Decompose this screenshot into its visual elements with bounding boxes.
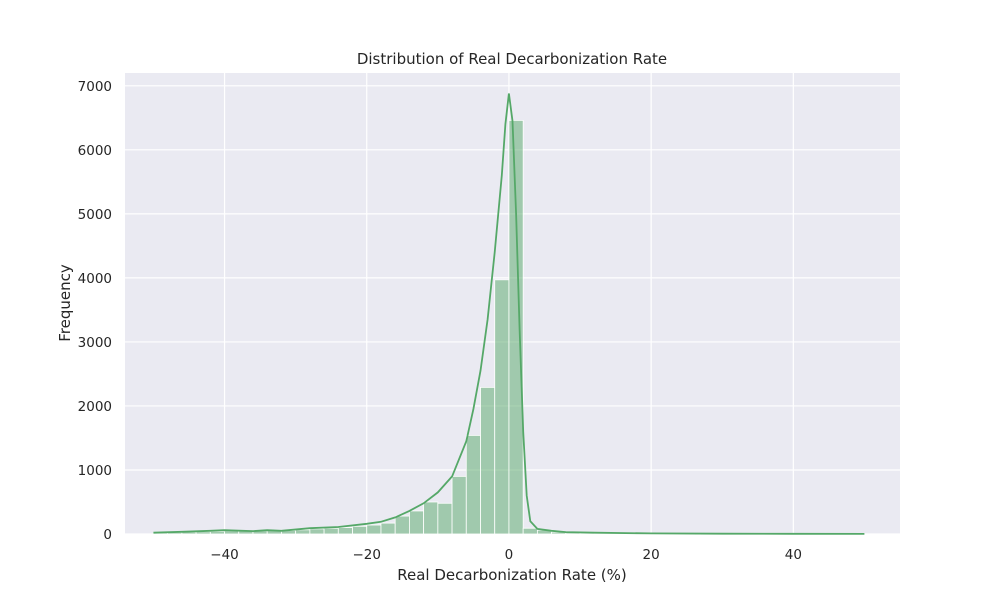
y-tick-label: 3000 — [78, 335, 112, 351]
x-tick-label: 0 — [505, 547, 514, 563]
histogram-bar — [380, 522, 396, 535]
y-tick-label: 2000 — [78, 399, 112, 415]
x-tick-label: −40 — [210, 547, 239, 563]
histogram-bar — [295, 529, 311, 535]
histogram-bar — [494, 279, 510, 535]
x-axis-ticks: −40 −20 0 20 40 — [210, 547, 802, 563]
x-tick-label: −20 — [352, 547, 381, 563]
histogram-bar — [423, 501, 439, 535]
histogram-bar — [437, 502, 453, 535]
x-tick-label: 40 — [785, 547, 802, 563]
y-tick-label: 0 — [103, 527, 112, 543]
y-axis-label: Frequency — [56, 264, 74, 342]
histogram-bar — [366, 524, 382, 535]
histogram-bar — [352, 525, 368, 535]
histogram-bar — [394, 515, 410, 535]
y-tick-label: 5000 — [78, 207, 112, 223]
x-tick-label: 20 — [643, 547, 660, 563]
histogram-bar — [309, 528, 325, 535]
y-tick-label: 1000 — [78, 463, 112, 479]
x-axis-label: Real Decarbonization Rate (%) — [397, 566, 627, 584]
histogram-bar — [480, 386, 496, 535]
kde-curve — [153, 93, 865, 535]
y-tick-label: 7000 — [78, 79, 112, 95]
histogram-bar — [209, 531, 225, 535]
histogram-bar — [323, 527, 339, 535]
chart-title: Distribution of Real Decarbonization Rat… — [357, 50, 667, 68]
histogram-bar — [337, 527, 353, 535]
y-tick-label: 6000 — [78, 143, 112, 159]
y-axis-ticks: 0 1000 2000 3000 4000 5000 6000 7000 — [78, 79, 112, 543]
histogram-bar — [451, 475, 467, 535]
histogram-bars — [153, 119, 865, 535]
y-tick-label: 4000 — [78, 271, 112, 287]
histogram-bar — [465, 434, 481, 535]
histogram-bar — [522, 527, 538, 535]
histogram-bar — [409, 510, 425, 535]
histogram-bar — [508, 119, 524, 535]
